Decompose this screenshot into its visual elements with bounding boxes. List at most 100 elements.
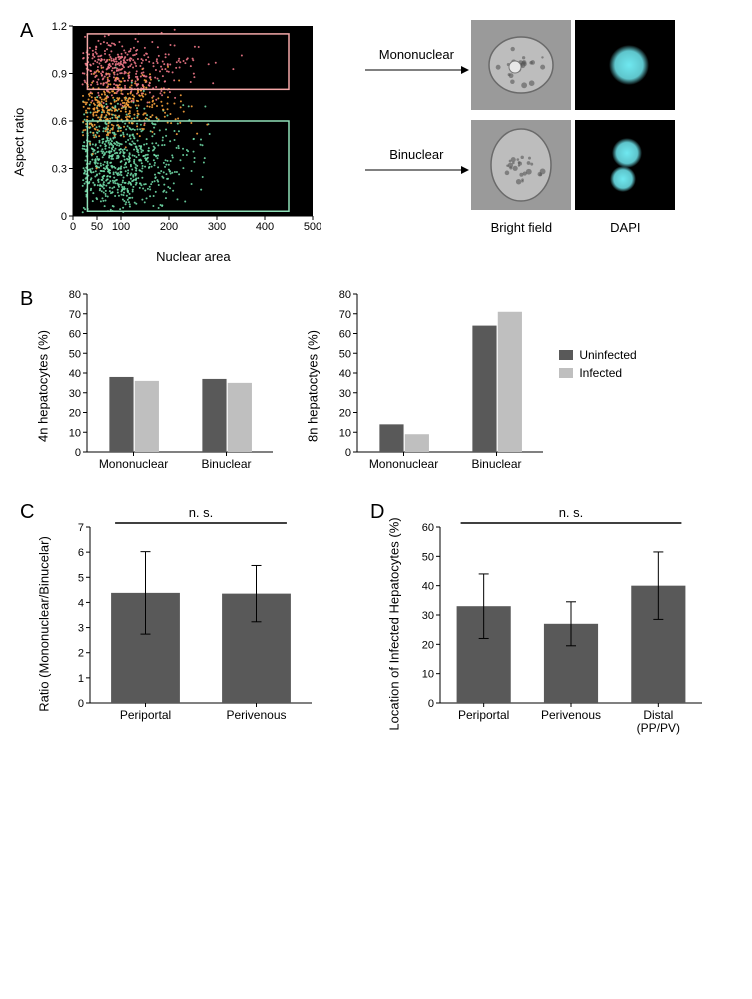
svg-text:Binuclear: Binuclear	[202, 457, 252, 471]
panel-d-label: D	[370, 501, 384, 524]
svg-text:0: 0	[78, 698, 84, 710]
chart-c: Ratio (Mononuclear/Binucelar) 01234567Pe…	[58, 501, 318, 746]
svg-text:50: 50	[91, 221, 103, 233]
svg-text:80: 80	[69, 289, 81, 301]
svg-text:60: 60	[422, 522, 434, 534]
cell-row-bi: Binuclear	[361, 120, 675, 210]
cell-col-labels: Bright field DAPI	[471, 220, 675, 235]
svg-text:60: 60	[69, 329, 81, 341]
bi-label: Binuclear	[361, 147, 471, 162]
svg-text:10: 10	[69, 427, 81, 439]
panel-a: Aspect ratio 00.30.60.91.205010020030040…	[33, 20, 675, 264]
svg-text:20: 20	[69, 408, 81, 420]
svg-text:30: 30	[422, 610, 434, 622]
svg-text:Mononuclear: Mononuclear	[99, 457, 168, 471]
mono-label: Mononuclear	[361, 47, 471, 62]
legend-swatch	[559, 368, 573, 378]
figure: A Aspect ratio 00.30.60.91.2050100200300…	[20, 20, 732, 746]
legend: Uninfected Infected	[559, 348, 636, 384]
panel-cd: C Ratio (Mononuclear/Binucelar) 01234567…	[20, 501, 732, 746]
legend-uninfected: Uninfected	[559, 348, 636, 362]
chart-8n-ylabel: 8n hepatoctyes (%)	[306, 329, 321, 441]
svg-text:50: 50	[422, 551, 434, 563]
svg-text:10: 10	[422, 669, 434, 681]
panel-b-label: B	[20, 288, 33, 311]
svg-text:1: 1	[78, 673, 84, 685]
legend-label: Infected	[579, 366, 622, 380]
panel-a-row: A Aspect ratio 00.30.60.91.2050100200300…	[20, 20, 732, 288]
svg-text:10: 10	[339, 427, 351, 439]
panel-d-row: D Location of Infected Hepatocytes (%) 0…	[370, 501, 708, 746]
svg-text:1.2: 1.2	[52, 21, 67, 33]
svg-text:50: 50	[339, 348, 351, 360]
panel-b-row: B 4n hepatocytes (%) 01020304050607080Mo…	[20, 288, 732, 501]
svg-text:0: 0	[61, 211, 67, 223]
svg-text:40: 40	[339, 368, 351, 380]
legend-swatch	[559, 350, 573, 360]
col-bf: Bright field	[471, 220, 571, 235]
svg-text:30: 30	[339, 388, 351, 400]
chart-8n-svg: 01020304050607080MononuclearBinuclear	[327, 288, 547, 478]
svg-text:0.6: 0.6	[52, 116, 67, 128]
panel-b: 4n hepatocytes (%) 01020304050607080Mono…	[33, 288, 636, 483]
chart-d: Location of Infected Hepatocytes (%) 010…	[408, 501, 708, 746]
svg-text:100: 100	[112, 221, 130, 233]
panel-a-label: A	[20, 20, 33, 43]
svg-text:400: 400	[256, 221, 274, 233]
scatter-plot: Aspect ratio 00.30.60.91.205010020030040…	[41, 20, 321, 264]
dapi-mono	[575, 20, 675, 110]
svg-text:200: 200	[160, 221, 178, 233]
svg-text:60: 60	[339, 329, 351, 341]
svg-text:0: 0	[70, 221, 76, 233]
cell-images: Mononuclear Binuclear Bright field	[361, 20, 675, 235]
scatter-ylabel: Aspect ratio	[12, 108, 27, 177]
svg-text:300: 300	[208, 221, 226, 233]
svg-text:5: 5	[78, 572, 84, 584]
svg-text:Binuclear: Binuclear	[472, 457, 522, 471]
scatter-xlabel: Nuclear area	[73, 249, 313, 264]
svg-text:0: 0	[75, 447, 81, 459]
panel-c-label: C	[20, 501, 34, 524]
svg-text:0.9: 0.9	[52, 69, 67, 81]
brightfield-bi	[471, 120, 571, 210]
svg-text:Periportal: Periportal	[458, 708, 509, 722]
svg-text:30: 30	[69, 388, 81, 400]
brightfield-mono	[471, 20, 571, 110]
chart-4n: 4n hepatocytes (%) 01020304050607080Mono…	[57, 288, 277, 483]
chart-c-ylabel: Ratio (Mononuclear/Binucelar)	[37, 536, 52, 712]
legend-label: Uninfected	[579, 348, 636, 362]
svg-text:Perivenous: Perivenous	[227, 708, 287, 722]
mono-arrow-block: Mononuclear	[361, 47, 471, 83]
svg-text:Perivenous: Perivenous	[541, 708, 601, 722]
scatter-svg: 0 0.3 0.6 0.9 1.2 0 50 100 200 300 400 500	[41, 20, 321, 240]
svg-text:Periportal: Periportal	[120, 708, 171, 722]
chart-d-ylabel: Location of Infected Hepatocytes (%)	[387, 517, 402, 730]
chart-4n-svg: 01020304050607080MononuclearBinuclear	[57, 288, 277, 478]
svg-text:6: 6	[78, 547, 84, 559]
svg-text:20: 20	[422, 639, 434, 651]
col-dapi: DAPI	[575, 220, 675, 235]
dapi-bi	[575, 120, 675, 210]
chart-8n: 8n hepatoctyes (%) 01020304050607080Mono…	[327, 288, 547, 483]
svg-text:Distal: Distal	[644, 708, 674, 722]
svg-text:n. s.: n. s.	[189, 505, 214, 520]
arrow-icon	[361, 162, 471, 178]
svg-text:40: 40	[422, 581, 434, 593]
svg-text:4: 4	[78, 597, 84, 609]
svg-text:80: 80	[339, 289, 351, 301]
svg-text:n. s.: n. s.	[559, 505, 584, 520]
chart-c-svg: 01234567PeriportalPerivenousn. s.	[58, 501, 318, 741]
svg-text:0.3: 0.3	[52, 164, 67, 176]
svg-text:50: 50	[69, 348, 81, 360]
arrow-icon	[361, 62, 471, 78]
chart-d-svg: 0102030405060PeriportalPerivenousDistal(…	[408, 501, 708, 741]
panel-c-row: C Ratio (Mononuclear/Binucelar) 01234567…	[20, 501, 350, 746]
bi-arrow-block: Binuclear	[361, 147, 471, 183]
svg-text:7: 7	[78, 522, 84, 534]
svg-text:40: 40	[69, 368, 81, 380]
svg-text:70: 70	[339, 309, 351, 321]
legend-infected: Infected	[559, 366, 636, 380]
svg-text:0: 0	[345, 447, 351, 459]
svg-text:20: 20	[339, 408, 351, 420]
svg-text:500: 500	[304, 221, 321, 233]
